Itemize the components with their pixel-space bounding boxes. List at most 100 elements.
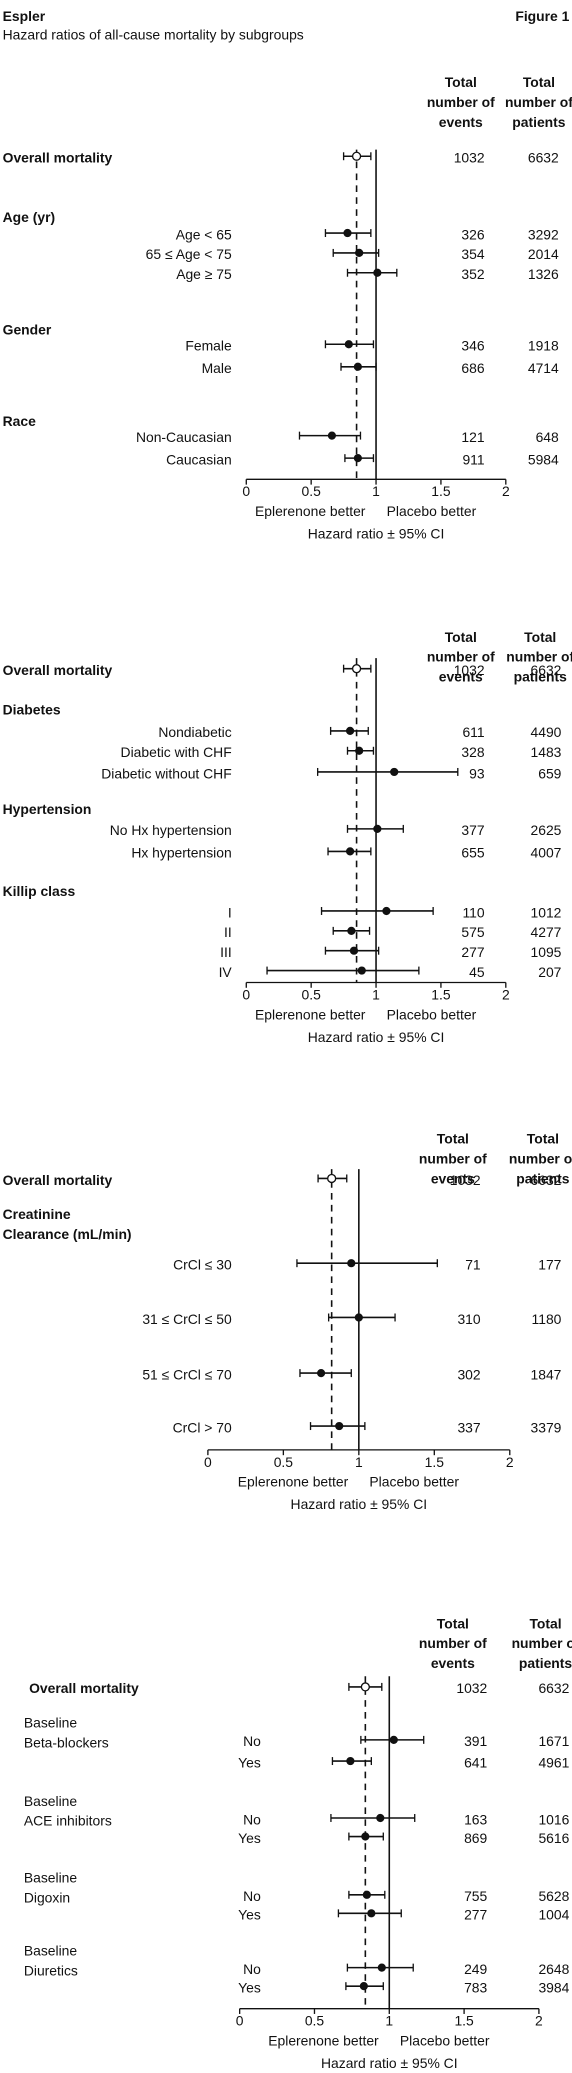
estimate (347, 1259, 356, 1268)
right-label: Placebo better (387, 503, 477, 519)
figure-number: Figure 1 (515, 8, 569, 24)
estimate (353, 454, 362, 463)
events: 377 (461, 822, 484, 838)
events: 277 (464, 1907, 487, 1923)
events: 1032 (456, 1680, 487, 1696)
column-header: Total (529, 1615, 561, 1631)
events: 911 (462, 451, 484, 467)
left-label: Eplerenone better (255, 1006, 366, 1022)
patients: 5616 (538, 1830, 569, 1846)
x-axis-label: Hazard ratio ± 95% CI (291, 1496, 428, 1512)
group-label: Beta-blockers (24, 1735, 109, 1751)
patients: 2014 (528, 246, 559, 262)
estimate (351, 664, 362, 674)
events: 277 (461, 944, 484, 960)
row-label: Overall mortality (3, 662, 113, 678)
x-tick-label: 0.5 (302, 483, 322, 499)
estimate (355, 746, 364, 755)
column-header: Total (437, 1615, 469, 1631)
estimate (335, 1421, 344, 1431)
right-label: Placebo better (369, 1474, 459, 1490)
patients: 2625 (531, 822, 562, 838)
x-tick-label: 1 (385, 2013, 393, 2029)
estimate (351, 151, 362, 161)
events: 71 (465, 1257, 481, 1273)
patients: 4714 (528, 360, 559, 376)
patients: 1671 (538, 1733, 569, 1749)
patients: 5628 (538, 1888, 569, 1904)
x-axis-label: Hazard ratio ± 95% CI (321, 2055, 458, 2071)
row-label: Overall mortality (29, 1680, 139, 1696)
x-tick-label: 1 (355, 1454, 363, 1470)
row-label: II (224, 924, 232, 940)
right-label: Placebo better (387, 1006, 477, 1022)
x-tick-label: 1.5 (431, 986, 451, 1002)
patients: 3379 (531, 1419, 562, 1435)
x-tick-label: 0.5 (274, 1454, 294, 1470)
events: 249 (464, 1961, 487, 1977)
row-label: CrCl ≤ 30 (173, 1257, 232, 1273)
row-label: No (243, 1961, 261, 1977)
events: 346 (461, 338, 484, 354)
events: 110 (462, 904, 484, 920)
group-label: Baseline (24, 1715, 78, 1731)
estimate (367, 1909, 376, 1918)
column-header: Total (527, 1131, 559, 1147)
estimate (360, 1682, 370, 1692)
patients: 5984 (528, 451, 559, 467)
estimate (347, 926, 356, 935)
row-label: III (220, 944, 232, 960)
patients: 3984 (538, 1979, 569, 1995)
x-tick-label: 2 (506, 1454, 514, 1470)
row-label: No (243, 1811, 261, 1827)
estimate (327, 431, 337, 440)
estimate (373, 824, 382, 833)
row-label: Diabetic with CHF (121, 744, 232, 760)
group-label: Digoxin (24, 1889, 70, 1905)
column-header: patients (512, 114, 566, 130)
row-label: Yes (238, 1830, 261, 1846)
events: 352 (461, 266, 484, 282)
estimate (377, 1963, 386, 1972)
group-label: Baseline (24, 1942, 78, 1958)
row-label: Diabetic without CHF (101, 765, 231, 781)
column-header: events (431, 1655, 475, 1671)
column-header: events (431, 1170, 475, 1186)
row-label: Killip class (3, 883, 76, 899)
row-label: Diabetes (3, 702, 61, 718)
events: 163 (464, 1811, 487, 1827)
events: 326 (461, 226, 484, 242)
estimate (373, 268, 382, 277)
patients: 207 (538, 964, 561, 980)
x-tick-label: 0 (236, 2013, 244, 2029)
estimate (361, 1832, 370, 1841)
row-label: Creatinine (3, 1206, 71, 1222)
events: 686 (461, 360, 484, 376)
patients: 1012 (531, 904, 562, 920)
row-label: Clearance (mL/min) (3, 1226, 132, 1242)
estimate (357, 966, 366, 975)
events: 337 (457, 1419, 480, 1435)
x-tick-label: 2 (502, 483, 510, 499)
group-label: Baseline (24, 1793, 78, 1809)
group-label: Baseline (24, 1870, 78, 1886)
estimate (389, 1735, 398, 1744)
x-axis-label: Hazard ratio ± 95% CI (308, 526, 445, 542)
patients: 6632 (538, 1680, 569, 1696)
column-header: number of (506, 649, 572, 665)
estimate (354, 1313, 363, 1322)
patients: 4961 (538, 1754, 569, 1770)
estimate (362, 1890, 371, 1899)
estimate (345, 726, 355, 736)
figure-body: Espler Figure 1 Hazard ratios of all-cau… (3, 8, 572, 2071)
left-label: Eplerenone better (268, 2032, 379, 2048)
events: 391 (464, 1733, 487, 1749)
group-label: ACE inhibitors (24, 1813, 112, 1829)
row-label: 51 ≤ CrCl ≤ 70 (142, 1366, 232, 1382)
row-label: Caucasian (166, 451, 232, 467)
column-header: Total (437, 1131, 469, 1147)
column-header: number of (419, 1635, 487, 1651)
estimate (382, 906, 391, 916)
patients: 1326 (528, 266, 559, 282)
column-header: number of (512, 1635, 572, 1651)
